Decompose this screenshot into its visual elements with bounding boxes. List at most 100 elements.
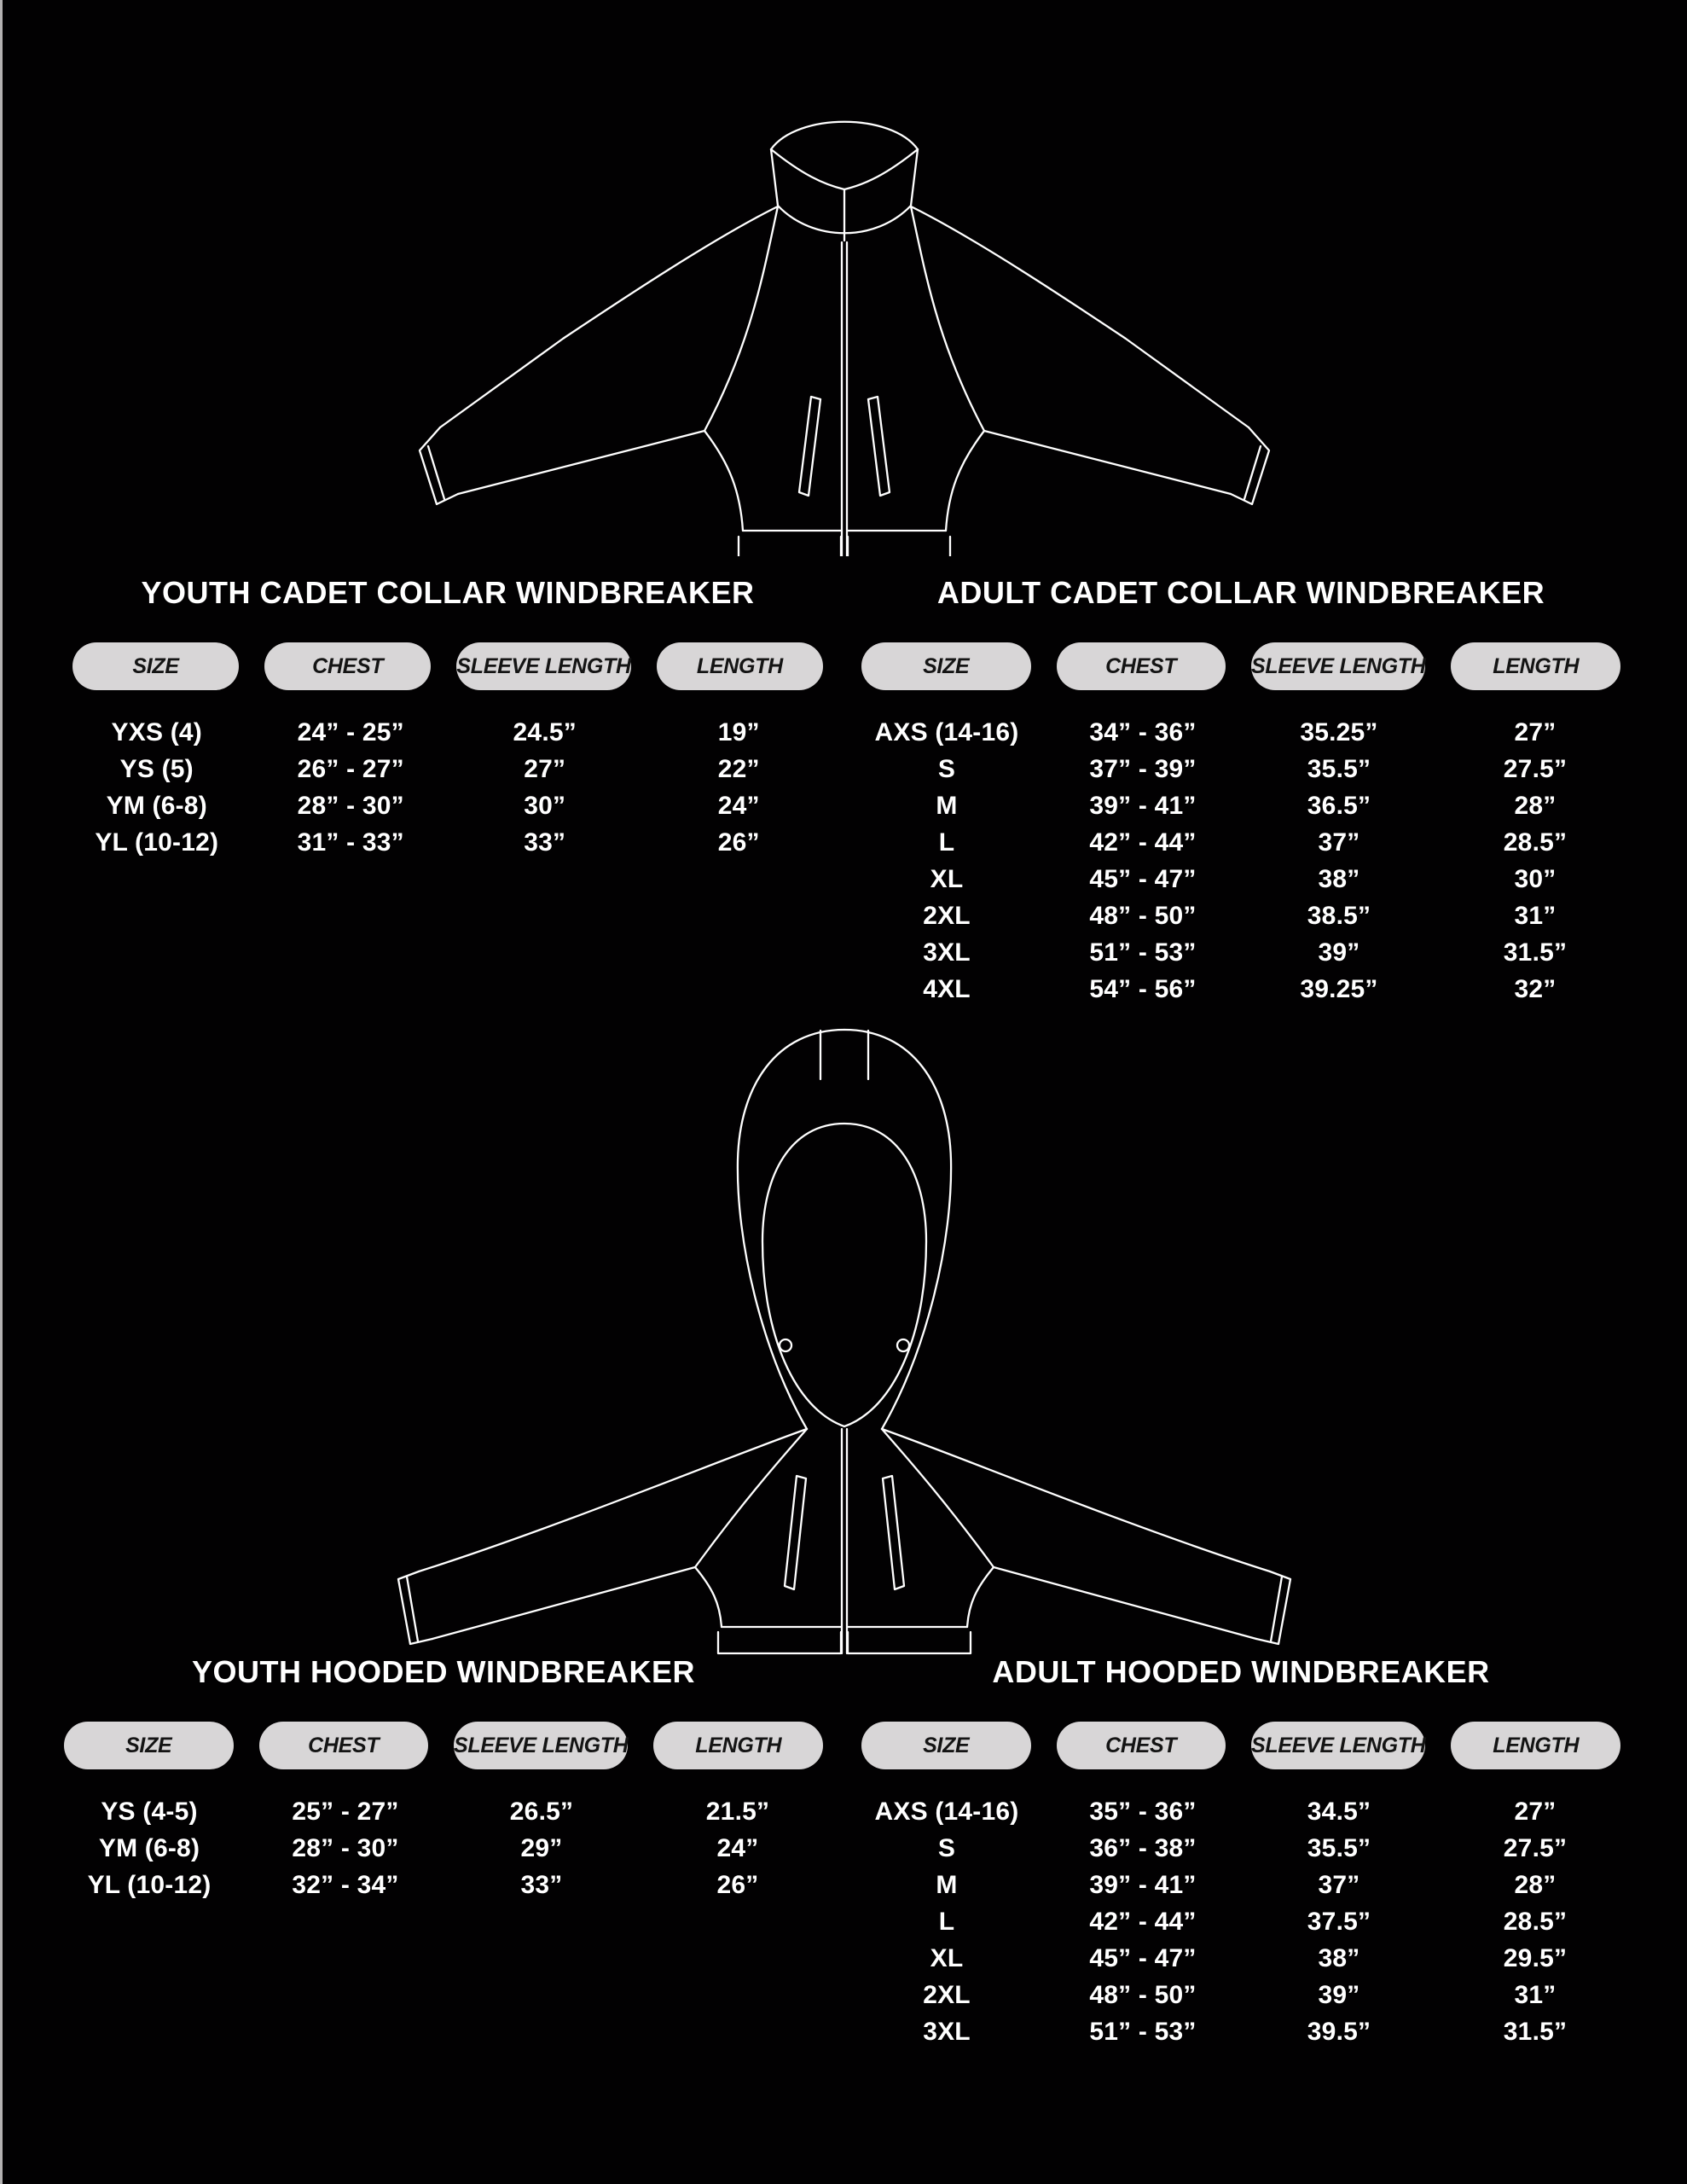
section-title: ADULT HOODED WINDBREAKER — [992, 1654, 1490, 1689]
length-cell: 19” — [717, 717, 760, 746]
sleeve-length-cell: 34.5” — [1307, 1797, 1371, 1826]
length-cell: 27” — [1514, 717, 1557, 746]
size-cell: YS (4-5) — [101, 1797, 198, 1826]
size-cell: 2XL — [923, 901, 971, 930]
chest-header-pill: CHEST — [258, 1722, 429, 1769]
sleeve-length-header-pill: SLEEVE LENGTH — [1251, 1722, 1426, 1769]
size-cell: YM (6-8) — [98, 1833, 200, 1862]
table-row: YL (10-12) 32” - 34” 33” 26” — [64, 1867, 823, 1903]
sleeve-length-cell: 35.5” — [1307, 754, 1371, 783]
length-cell: 27” — [1514, 1797, 1557, 1826]
sleeve-length-cell: 37” — [1318, 1870, 1360, 1899]
size-cell: YL (10-12) — [87, 1870, 212, 1899]
sleeve-length-cell: 39.25” — [1300, 974, 1378, 1003]
sleeve-length-header-pill: SLEEVE LENGTH — [456, 642, 631, 690]
chest-cell: 48” - 50” — [1089, 1980, 1197, 2009]
length-header-pill: LENGTH — [1451, 642, 1620, 690]
table-row: 3XL 51” - 53” 39.5” 31.5” — [861, 2013, 1620, 2050]
chest-cell: 54” - 56” — [1089, 974, 1197, 1003]
size-cell: 4XL — [923, 974, 971, 1003]
length-cell: 29.5” — [1503, 1943, 1568, 1972]
chest-cell: 26” - 27” — [297, 754, 404, 783]
table-row: AXS (14-16) 34” - 36” 35.25” 27” — [861, 714, 1620, 751]
sleeve-length-cell: 38” — [1318, 864, 1360, 893]
table-row: M 39” - 41” 36.5” 28” — [861, 787, 1620, 824]
sleeve-length-cell: 37.5” — [1307, 1907, 1371, 1936]
size-cell: S — [937, 754, 956, 783]
size-cell: XL — [930, 1943, 964, 1972]
chest-cell: 25” - 27” — [292, 1797, 399, 1826]
sleeve-length-cell: 37” — [1318, 828, 1360, 857]
size-cell: 3XL — [923, 2017, 971, 2046]
table-row: YM (6-8) 28” - 30” 29” 24” — [64, 1830, 823, 1867]
size-cell: S — [937, 1833, 956, 1862]
length-cell: 31” — [1514, 1980, 1557, 2009]
length-cell: 28” — [1514, 1870, 1557, 1899]
table-header-row: SIZE CHEST SLEEVE LENGTH LENGTH — [64, 1722, 823, 1769]
chest-cell: 35” - 36” — [1089, 1797, 1197, 1826]
table-row: L 42” - 44” 37.5” 28.5” — [861, 1903, 1620, 1940]
hooded-jacket-illustration — [397, 1028, 1292, 1655]
size-cell: YL (10-12) — [95, 828, 219, 857]
table-row: YXS (4) 24” - 25” 24.5” 19” — [72, 714, 823, 751]
chest-header-pill: CHEST — [264, 642, 432, 690]
section-title: YOUTH CADET COLLAR WINDBREAKER — [141, 575, 755, 610]
size-cell: YS (5) — [119, 754, 194, 783]
size-header-pill: SIZE — [861, 1722, 1031, 1769]
chest-cell: 51” - 53” — [1089, 2017, 1197, 2046]
table-row: S 37” - 39” 35.5” 27.5” — [861, 751, 1620, 787]
chest-cell: 32” - 34” — [292, 1870, 399, 1899]
table-row: S 36” - 38” 35.5” 27.5” — [861, 1830, 1620, 1867]
table-row: M 39” - 41” 37” 28” — [861, 1867, 1620, 1903]
sleeve-length-cell: 29” — [520, 1833, 563, 1862]
sleeve-length-cell: 27” — [524, 754, 566, 783]
sleeve-length-cell: 38.5” — [1307, 901, 1371, 930]
table-rows: YS (4-5) 25” - 27” 26.5” 21.5” YM (6-8) 28” -… — [64, 1793, 823, 1903]
chest-cell: 36” - 38” — [1089, 1833, 1197, 1862]
table-row: YS (4-5) 25” - 27” 26.5” 21.5” — [64, 1793, 823, 1830]
chest-cell: 28” - 30” — [297, 791, 404, 820]
length-cell: 28” — [1514, 791, 1557, 820]
left-edge-line — [0, 0, 3, 2184]
length-cell: 24” — [717, 791, 760, 820]
chest-cell: 42” - 44” — [1089, 1907, 1197, 1936]
sleeve-length-cell: 39.5” — [1307, 2017, 1371, 2046]
sleeve-length-cell: 36.5” — [1307, 791, 1371, 820]
table-row: YL (10-12) 31” - 33” 33” 26” — [72, 824, 823, 861]
length-cell: 31.5” — [1503, 938, 1568, 967]
sleeve-length-header-pill: SLEEVE LENGTH — [1251, 642, 1426, 690]
table-header-row: SIZE CHEST SLEEVE LENGTH LENGTH — [72, 642, 823, 690]
chest-cell: 45” - 47” — [1089, 864, 1197, 893]
table-row: XL 45” - 47” 38” 30” — [861, 861, 1620, 897]
chest-cell: 39” - 41” — [1089, 1870, 1197, 1899]
size-cell: 3XL — [923, 938, 971, 967]
chest-cell: 48” - 50” — [1089, 901, 1197, 930]
chest-cell: 34” - 36” — [1089, 717, 1197, 746]
sleeve-length-cell: 39” — [1318, 1980, 1360, 2009]
sleeve-length-cell: 24.5” — [513, 717, 577, 746]
length-cell: 32” — [1514, 974, 1557, 1003]
table-row: 2XL 48” - 50” 39” 31” — [861, 1977, 1620, 2013]
chest-cell: 42” - 44” — [1089, 828, 1197, 857]
length-cell: 31.5” — [1503, 2017, 1568, 2046]
table-rows: AXS (14-16) 35” - 36” 34.5” 27” S 36” - 38” 35… — [861, 1793, 1620, 2050]
adult-hooded-table: ADULT HOODED WINDBREAKER SIZE CHEST SLEEVE… — [861, 1653, 1620, 2050]
length-cell: 24” — [716, 1833, 759, 1862]
length-cell: 30” — [1514, 864, 1557, 893]
size-cell: L — [938, 828, 955, 857]
table-rows: YXS (4) 24” - 25” 24.5” 19” YS (5) 26” - 27” 2… — [72, 714, 823, 861]
table-row: 2XL 48” - 50” 38.5” 31” — [861, 897, 1620, 934]
chest-cell: 45” - 47” — [1089, 1943, 1197, 1972]
size-header-pill: SIZE — [861, 642, 1031, 690]
chest-cell: 37” - 39” — [1089, 754, 1197, 783]
table-rows: AXS (14-16) 34” - 36” 35.25” 27” S 37” - 39” 3… — [861, 714, 1620, 1008]
sleeve-length-header-pill: SLEEVE LENGTH — [454, 1722, 629, 1769]
sleeve-length-cell: 39” — [1318, 938, 1360, 967]
size-header-pill: SIZE — [64, 1722, 234, 1769]
size-cell: L — [938, 1907, 955, 1936]
sleeve-length-cell: 26.5” — [509, 1797, 574, 1826]
length-header-pill: LENGTH — [653, 1722, 823, 1769]
sleeve-length-cell: 35.5” — [1307, 1833, 1371, 1862]
sleeve-length-cell: 33” — [520, 1870, 563, 1899]
table-header-row: SIZE CHEST SLEEVE LENGTH LENGTH — [861, 642, 1620, 690]
